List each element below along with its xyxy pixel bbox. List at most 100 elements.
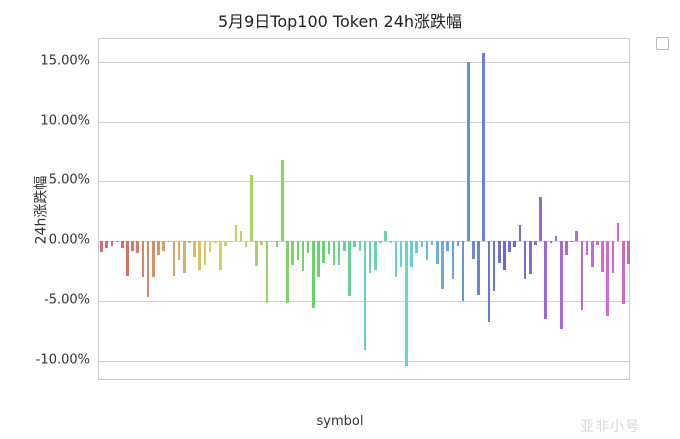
bar (306, 241, 310, 253)
bar (374, 241, 377, 270)
bar (296, 241, 300, 261)
bar (394, 241, 398, 277)
bar (198, 241, 201, 270)
bar (606, 241, 610, 317)
bar (105, 241, 109, 249)
gridline (99, 61, 629, 63)
bar (358, 241, 362, 251)
bar (234, 225, 238, 241)
bar (224, 241, 227, 246)
bar (312, 241, 315, 308)
bar (317, 241, 320, 277)
bar (167, 241, 171, 243)
bar (363, 241, 367, 350)
bar (405, 241, 408, 367)
bar (503, 241, 506, 270)
bar (193, 241, 196, 257)
bar (467, 61, 470, 241)
y-tick-label: 5.00% (48, 172, 90, 188)
bar (518, 225, 522, 241)
bar (446, 241, 449, 251)
bar (627, 241, 630, 264)
bar (441, 241, 444, 289)
bar (425, 241, 429, 261)
bar (399, 241, 403, 268)
bar (265, 241, 269, 304)
bar (110, 241, 114, 246)
y-tick-label: 10.00% (40, 113, 90, 128)
bar (616, 223, 620, 241)
bar (477, 241, 480, 295)
y-axis-label: 24h涨跌幅 (33, 175, 50, 245)
bar (327, 241, 331, 255)
bar (151, 241, 155, 277)
bar (379, 241, 382, 244)
bar (100, 241, 103, 252)
bar (590, 241, 594, 268)
bar (213, 241, 217, 244)
plot-area (98, 38, 630, 380)
legend-box (656, 37, 669, 50)
bar (580, 241, 584, 311)
bar (534, 241, 537, 245)
bar (549, 241, 553, 244)
y-tick-label: 15.00% (40, 53, 90, 69)
bar (420, 241, 424, 247)
bar (219, 241, 222, 270)
bar (565, 241, 568, 256)
gridline (99, 121, 629, 123)
bar (410, 241, 413, 268)
bar (244, 241, 248, 247)
bar (601, 241, 604, 273)
gridline (99, 181, 629, 183)
bar (575, 231, 579, 241)
bar (115, 241, 119, 243)
bar (508, 241, 511, 252)
bar (270, 241, 274, 243)
bar (482, 53, 486, 241)
bar (250, 175, 253, 241)
bar (430, 241, 434, 245)
bar (384, 231, 387, 241)
bar (513, 241, 517, 247)
bar (528, 241, 532, 275)
bar (621, 241, 625, 305)
bar (585, 241, 589, 256)
x-axis-label: symbol (316, 414, 364, 429)
bar (162, 241, 165, 251)
bar (415, 241, 418, 253)
bar (353, 241, 356, 247)
bar (332, 241, 336, 265)
bar (368, 241, 372, 274)
bar (120, 241, 124, 249)
bar (131, 241, 134, 251)
bar (157, 241, 160, 256)
bar (239, 231, 243, 241)
bar (203, 241, 207, 265)
bar (539, 196, 542, 241)
bar (348, 241, 351, 296)
y-tick-label: 0.00% (48, 232, 90, 248)
bar (281, 159, 284, 241)
bar (456, 241, 460, 246)
bar (497, 241, 501, 263)
bar (596, 241, 599, 245)
bar (291, 241, 294, 265)
bar (559, 241, 563, 330)
bar (492, 241, 496, 292)
y-tick-label: -10.00% (35, 352, 90, 367)
bar (322, 241, 325, 263)
bar (255, 241, 258, 267)
bar (141, 241, 145, 277)
bar (301, 241, 305, 271)
bar (286, 241, 289, 304)
bar (260, 241, 263, 245)
bar (229, 241, 232, 242)
bar (436, 241, 439, 264)
bar (472, 241, 475, 259)
bar (343, 241, 346, 251)
gridline (99, 360, 629, 362)
bar (451, 241, 455, 280)
bar (188, 241, 191, 244)
bar (146, 241, 150, 298)
